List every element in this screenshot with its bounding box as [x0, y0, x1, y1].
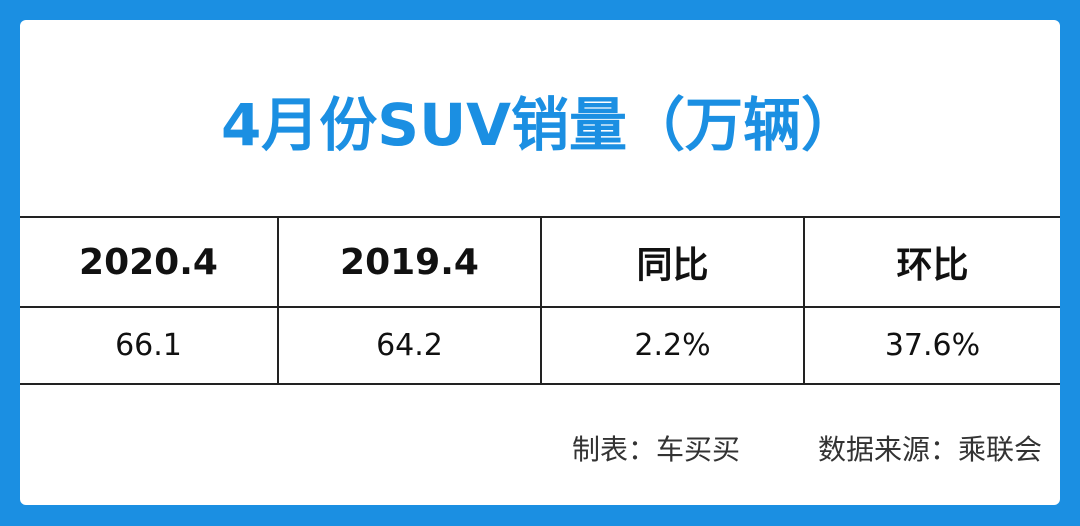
cell: 66.1 — [20, 306, 278, 385]
title: 4月份SUV销量（万辆） — [220, 91, 860, 159]
cell: 37.6% — [803, 306, 1060, 385]
column-header: 环比 — [803, 216, 1060, 308]
sales-table: 2020.4 2019.4 同比 环比 66.1 64.2 2.2% 37.6% — [20, 216, 1060, 385]
cell: 2.2% — [540, 306, 804, 385]
column-header: 2020.4 — [20, 216, 278, 308]
data-row: 66.1 64.2 2.2% 37.6% — [20, 306, 1060, 385]
footer-maker: 制表：车买买 — [571, 433, 740, 466]
cell: 64.2 — [277, 306, 541, 385]
card: 4月份SUV销量（万辆） 2020.4 2019.4 同比 环比 66.1 64… — [20, 20, 1060, 505]
footer-source: 数据来源：乘联会 — [817, 433, 1042, 466]
header-row: 2020.4 2019.4 同比 环比 — [20, 216, 1060, 308]
column-header: 2019.4 — [277, 216, 541, 308]
column-header: 同比 — [540, 216, 804, 308]
